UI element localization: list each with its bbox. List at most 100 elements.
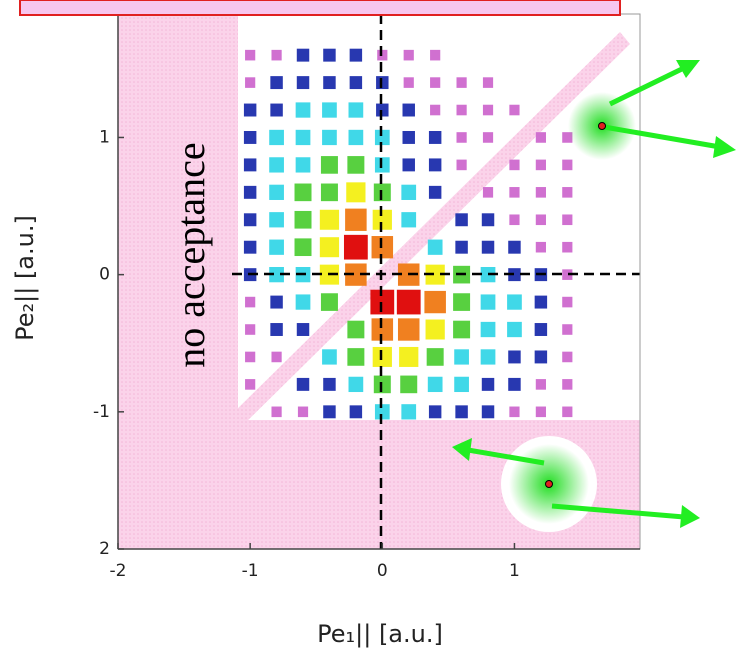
heatmap-cell bbox=[295, 157, 311, 173]
heatmap-cell bbox=[347, 348, 365, 366]
heatmap-cell bbox=[320, 293, 338, 311]
heatmap-cell bbox=[397, 318, 420, 341]
heatmap-cell bbox=[271, 49, 282, 61]
heatmap-cell bbox=[403, 77, 414, 88]
heatmap-cell bbox=[562, 351, 573, 363]
heatmap-cell bbox=[348, 129, 364, 146]
heatmap-cell bbox=[373, 375, 391, 394]
heatmap-cell bbox=[269, 129, 284, 146]
heatmap-cell bbox=[509, 187, 520, 198]
heatmap-cell bbox=[270, 295, 283, 309]
heatmap-cell bbox=[430, 104, 441, 116]
heatmap-cell bbox=[295, 129, 311, 146]
heatmap-cell bbox=[402, 103, 415, 117]
heatmap-cell bbox=[482, 132, 494, 143]
heatmap-cell bbox=[534, 295, 548, 309]
heatmap-cell bbox=[455, 240, 468, 254]
heatmap-cell bbox=[481, 213, 495, 227]
heatmap-cell bbox=[294, 210, 312, 229]
heatmap-cell bbox=[295, 102, 311, 118]
heatmap-cell bbox=[374, 404, 390, 420]
heatmap-cell bbox=[535, 132, 546, 143]
heatmap-cell bbox=[402, 158, 415, 172]
heatmap-cell bbox=[271, 351, 282, 363]
heatmap-cell bbox=[428, 130, 442, 144]
heatmap-cell bbox=[243, 103, 257, 117]
heatmap-cell bbox=[481, 240, 495, 254]
heatmap-cell bbox=[396, 289, 421, 315]
heatmap-cell bbox=[403, 49, 414, 61]
heatmap-cell bbox=[399, 346, 419, 367]
y-axis-label: Pe₂|| [a.u.] bbox=[11, 215, 39, 341]
heatmap-cell bbox=[348, 102, 364, 118]
heatmap-cell bbox=[323, 76, 336, 90]
heatmap-cell bbox=[295, 294, 311, 310]
heatmap-cell bbox=[376, 76, 389, 90]
heatmap-cell bbox=[271, 406, 282, 418]
heatmap-cell bbox=[377, 49, 388, 61]
x-axis-label: Pe₁|| [a.u.] bbox=[317, 620, 443, 648]
heatmap-cell bbox=[535, 159, 546, 171]
heatmap-cell bbox=[294, 238, 312, 257]
heatmap-cell bbox=[269, 266, 284, 283]
heatmap-cell bbox=[371, 236, 394, 259]
heatmap-cell bbox=[535, 241, 546, 253]
y-tick-label: 2 bbox=[99, 539, 110, 559]
heatmap-cell bbox=[245, 77, 256, 88]
heatmap-cell bbox=[481, 377, 495, 391]
heatmap-cell bbox=[401, 212, 417, 228]
heatmap-cell bbox=[562, 379, 573, 390]
heatmap-cell bbox=[426, 348, 444, 366]
heatmap-cell bbox=[454, 349, 469, 365]
heatmap-cell bbox=[349, 405, 363, 419]
heatmap-cell bbox=[534, 323, 548, 336]
heatmap-cell bbox=[347, 320, 365, 339]
x-tick-label: 1 bbox=[509, 561, 520, 581]
heatmap-cell bbox=[424, 290, 446, 314]
heatmap-cell bbox=[270, 76, 283, 90]
heatmap-cell bbox=[370, 289, 395, 315]
heatmap-cell bbox=[562, 324, 573, 335]
heatmap-cell bbox=[269, 184, 284, 200]
heatmap-cell bbox=[270, 103, 283, 117]
heatmap-cell bbox=[245, 49, 256, 61]
heatmap-cell bbox=[401, 404, 417, 420]
heatmap-cell bbox=[535, 214, 546, 226]
y-tick-label: 0 bbox=[99, 265, 110, 285]
heatmap-cell bbox=[562, 241, 573, 253]
heatmap-cell bbox=[243, 185, 257, 199]
heatmap-cell bbox=[296, 323, 310, 336]
heatmap-cell bbox=[562, 187, 573, 198]
heatmap-cell bbox=[456, 104, 467, 116]
y-tick-label: 1 bbox=[99, 127, 110, 147]
annotation: no acceptance bbox=[168, 142, 213, 367]
heatmap-cell bbox=[269, 212, 284, 228]
heatmap-cell bbox=[243, 158, 257, 172]
heatmap-cell bbox=[427, 376, 443, 393]
heatmap-cell bbox=[456, 132, 467, 143]
heatmap-cell bbox=[508, 240, 521, 254]
heatmap-cell bbox=[243, 130, 257, 144]
heatmap-cell bbox=[374, 157, 390, 173]
heatmap-cell bbox=[509, 159, 520, 171]
heatmap-cell bbox=[322, 129, 337, 146]
heatmap-cell bbox=[401, 184, 417, 200]
heatmap-cell bbox=[454, 376, 469, 393]
heatmap-cell bbox=[535, 379, 546, 390]
heatmap-cell bbox=[245, 324, 256, 335]
heatmap-cell bbox=[456, 77, 467, 88]
heatmap-cell bbox=[349, 48, 363, 62]
heatmap-cell bbox=[376, 103, 389, 117]
heatmap-cell bbox=[453, 293, 471, 311]
heatmap-cell bbox=[480, 321, 496, 338]
heatmap-cell bbox=[509, 214, 520, 226]
heatmap-cell bbox=[269, 239, 284, 255]
heatmap-cell bbox=[430, 49, 441, 61]
heatmap-cell bbox=[481, 405, 495, 419]
heatmap-cell bbox=[508, 350, 521, 364]
heatmap-cell bbox=[374, 129, 390, 146]
heatmap-cell bbox=[425, 319, 445, 340]
heatmap-cell bbox=[534, 350, 548, 364]
heatmap-cell bbox=[322, 102, 337, 118]
